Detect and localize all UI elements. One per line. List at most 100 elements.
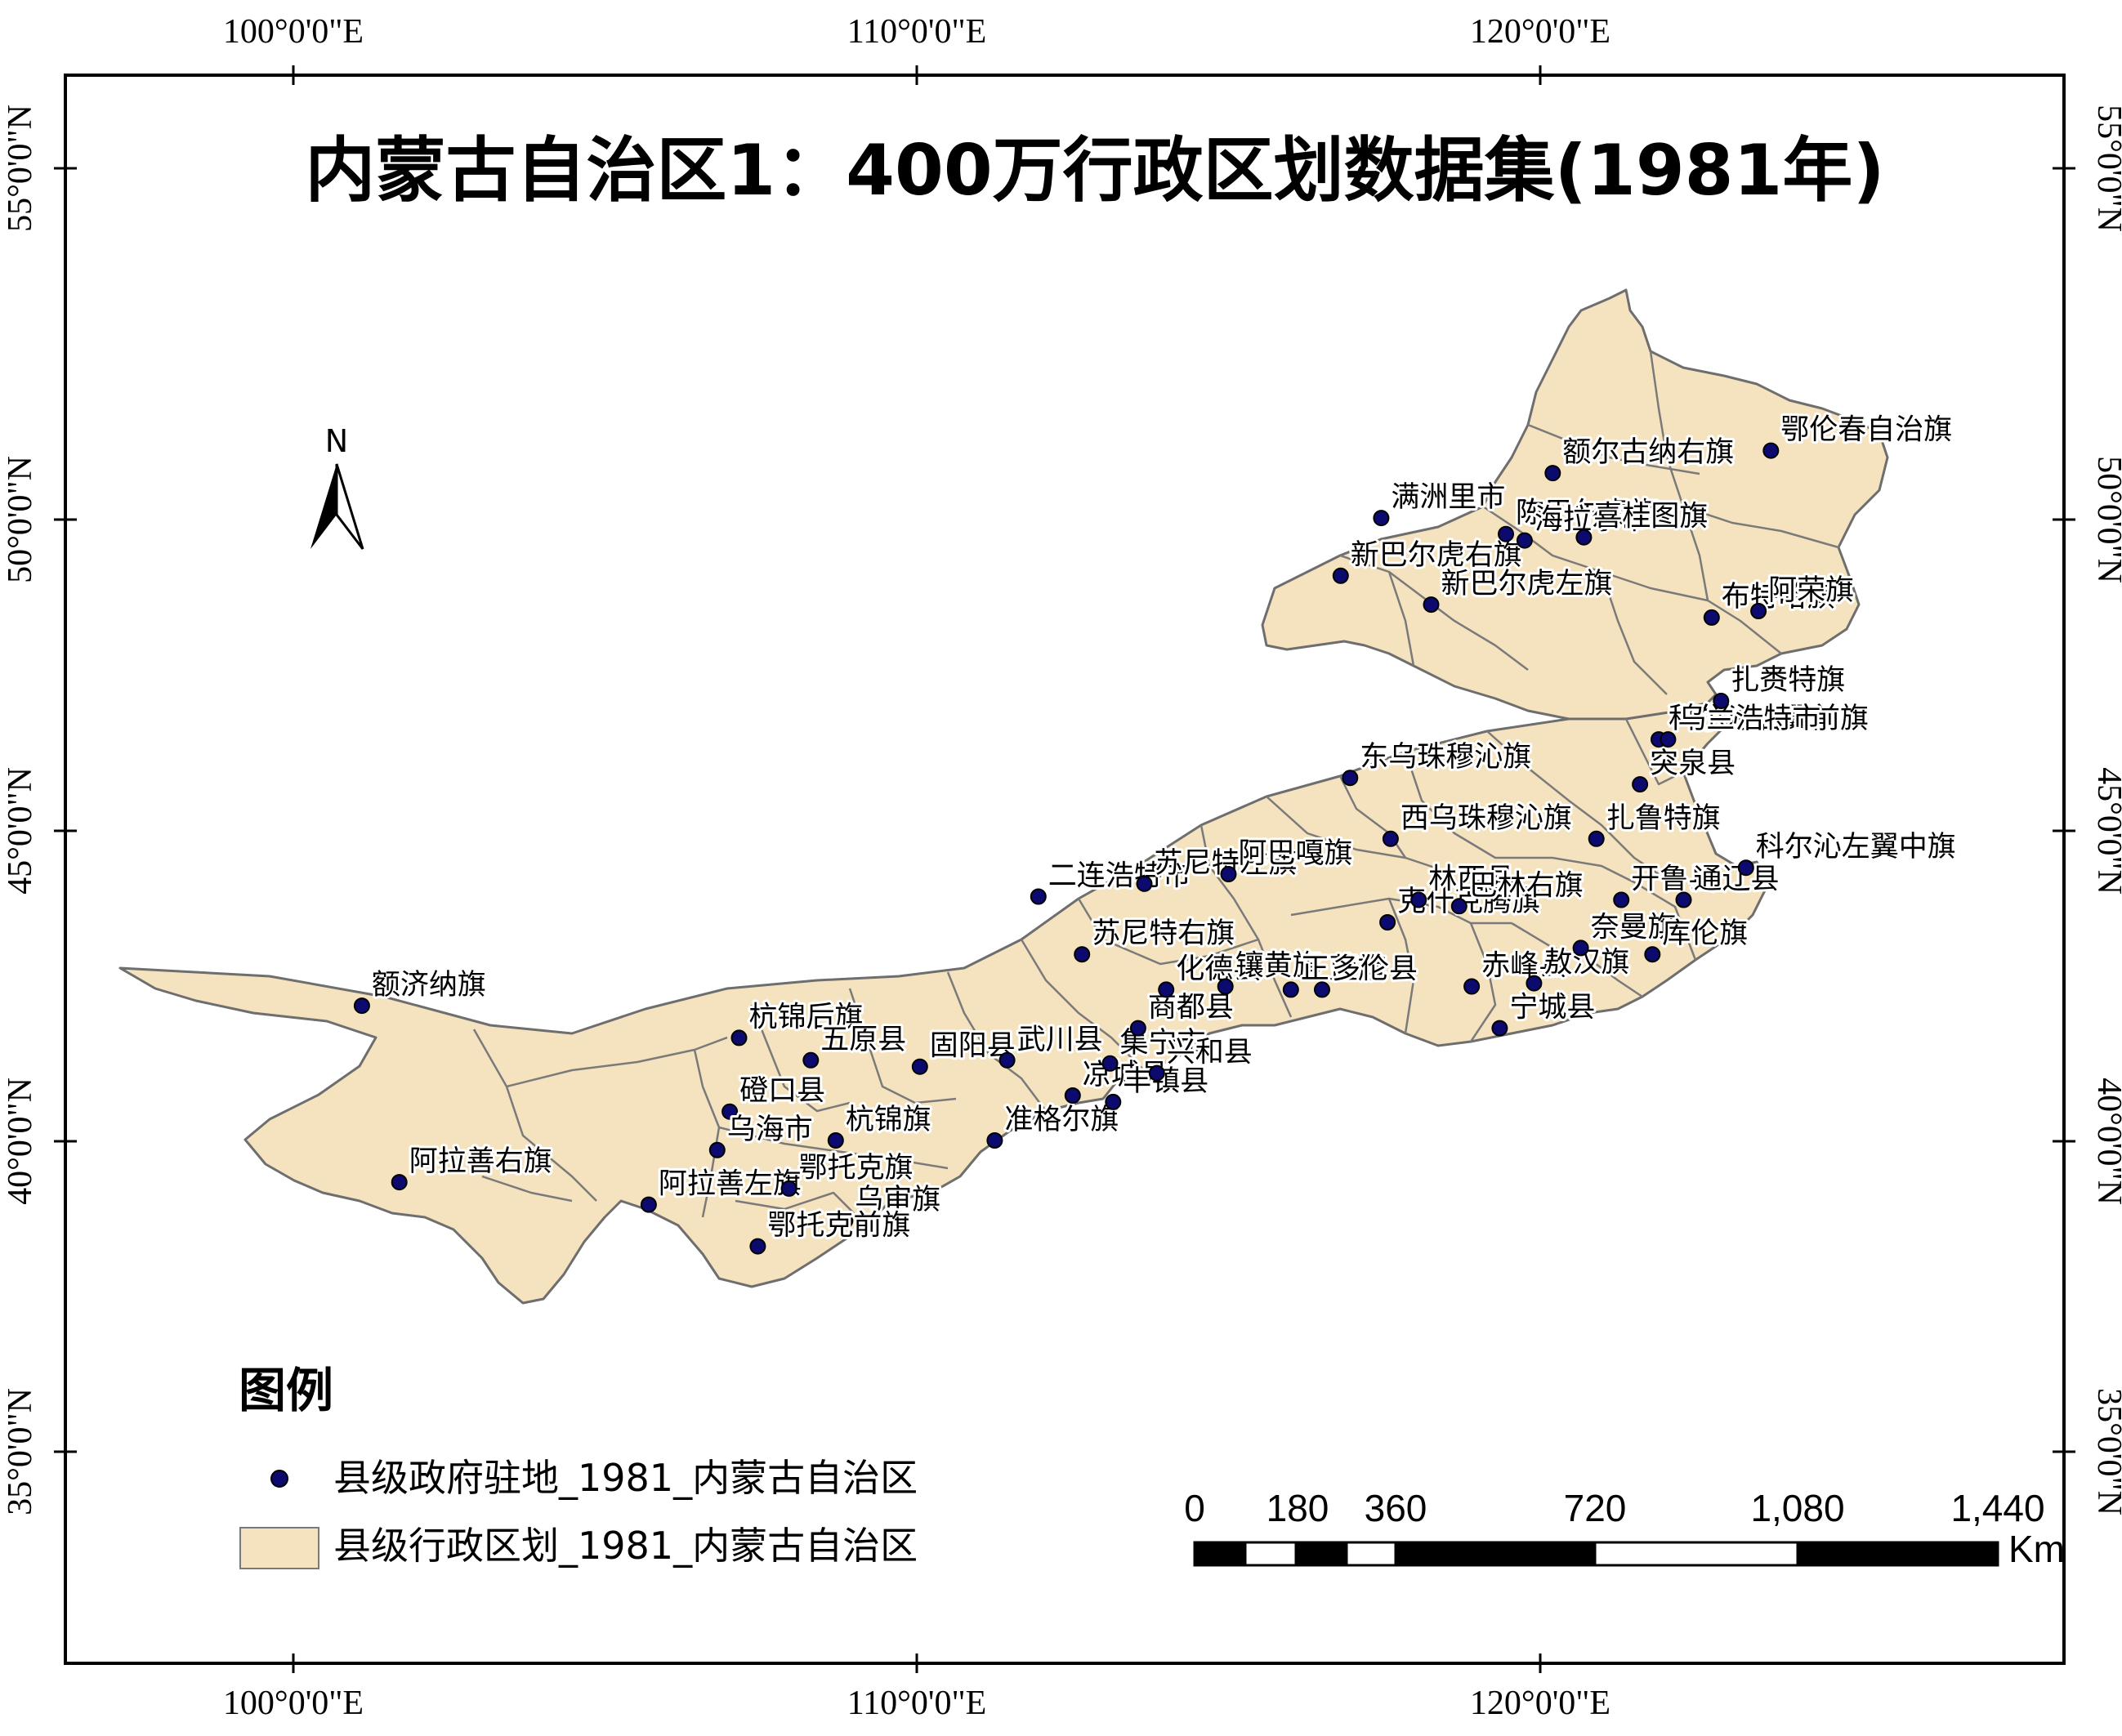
legend-point-label: 县级政府驻地_1981_内蒙古自治区 <box>333 1456 918 1500</box>
county-seat-label: 西乌珠穆沁旗 <box>1401 802 1572 835</box>
graticule-ticks <box>54 65 2075 1673</box>
legend-polygon-label: 县级行政区划_1981_内蒙古自治区 <box>333 1524 918 1568</box>
county-seat-label: 多伦县 <box>1332 953 1418 985</box>
county-seat-point <box>1332 567 1349 584</box>
county-seat-point <box>353 997 370 1015</box>
county-seat-point <box>1148 1064 1165 1082</box>
county-seat-point <box>1613 891 1630 908</box>
county-seat-point <box>780 1180 797 1197</box>
scale-seg-7 <box>1796 1541 1999 1567</box>
north-arrow: N <box>310 423 364 550</box>
county-seat-point <box>1220 866 1237 882</box>
legend-title: 图例 <box>239 1363 333 1418</box>
county-seat-point <box>749 1238 766 1255</box>
lat-label-right-55: 55°0'0"N <box>2090 105 2122 232</box>
lon-label-top-100: 100°0'0"E <box>223 13 364 51</box>
county-seat-label: 苏尼特右旗 <box>1092 917 1235 950</box>
county-seat-label: 武川县 <box>1017 1024 1103 1056</box>
county-seat-point <box>911 1058 928 1075</box>
legend: 图例 县级政府驻地_1981_内蒙古自治区 县级行政区划_1981_内蒙古自治区 <box>239 1363 918 1569</box>
scale-seg-5 <box>1394 1541 1597 1567</box>
county-seat-label: 扎鲁特旗 <box>1606 802 1721 835</box>
county-seat-point <box>1030 888 1047 905</box>
county-seat-point <box>1064 1087 1081 1104</box>
county-seat-point <box>1450 898 1468 915</box>
county-seat-label: 正蓝旗 <box>1301 953 1387 985</box>
county-seat-point <box>837 1212 854 1229</box>
county-seat-label: 奈曼旗 <box>1591 911 1677 944</box>
county-seat-label: 化德县 <box>1176 953 1262 985</box>
scale-bar: 0 180 360 720 1,080 1,440 Km <box>1184 1487 2065 1570</box>
border-1 <box>472 1029 597 1202</box>
lat-label-left-40: 40°0'0"N <box>2 1078 39 1205</box>
county-seat-label: 杭锦后旗 <box>749 1001 864 1033</box>
county-seat-point <box>1463 978 1481 995</box>
county-seat-point <box>721 1103 739 1120</box>
county-seat-label: 杭锦旗 <box>846 1104 931 1136</box>
county-seat-point <box>1410 891 1427 908</box>
county-seat-label: 突泉县 <box>1650 748 1736 780</box>
border-2 <box>506 1036 728 1088</box>
county-seat-point <box>1575 529 1593 546</box>
lat-label-left-35: 35°0'0"N <box>2 1388 39 1515</box>
county-seat-point <box>1382 830 1399 847</box>
scale-seg-6 <box>1593 1541 1799 1567</box>
border-28 <box>1682 505 1839 549</box>
county-seat-point <box>1158 981 1175 998</box>
scale-seg-3 <box>1294 1541 1348 1567</box>
county-seat-label: 科尔沁右翼前旗 <box>1669 703 1869 735</box>
border-12 <box>1266 796 1455 876</box>
scale-tick-360: 360 <box>1365 1487 1427 1529</box>
border-19 <box>1486 730 1660 876</box>
county-seat-label: 扎赉特旗 <box>1731 664 1845 697</box>
north-arrow-right-half <box>335 463 364 550</box>
county-seat-label: 丰镇县 <box>1123 1065 1208 1098</box>
county-seat-point <box>391 1174 408 1191</box>
county-seat-point <box>1282 981 1299 998</box>
county-seat-point <box>1632 776 1649 793</box>
scale-seg-2 <box>1244 1541 1298 1567</box>
border-11 <box>1199 824 1293 1018</box>
border-9 <box>1020 939 1145 1071</box>
county-seat-label: 喜桂图旗 <box>1593 501 1708 533</box>
lat-label-right-50: 50°0'0"N <box>2090 456 2122 583</box>
border-13 <box>1338 775 1407 859</box>
lat-label-right-45: 45°0'0"N <box>2090 767 2122 895</box>
county-seat-point <box>1644 946 1661 963</box>
county-seat-point <box>730 1029 748 1047</box>
county-seat-label: 巴林右旗 <box>1469 869 1584 902</box>
border-27 <box>1707 599 1782 654</box>
county-seat-label: 海拉尔市 <box>1535 504 1649 537</box>
county-seat-label: 东乌珠穆沁旗 <box>1360 741 1531 774</box>
border-16 <box>1469 922 1497 1042</box>
county-seat-label: 阿巴嘎旗 <box>1239 837 1353 870</box>
border-10 <box>1077 898 1259 966</box>
county-seat-label: 额济纳旗 <box>372 969 486 1002</box>
county-seat-point <box>1660 731 1677 748</box>
border-23 <box>1387 571 1415 667</box>
county-seat-label: 布特哈旗 <box>1722 581 1836 614</box>
county-seat-label: 乌兰浩特市 <box>1677 703 1820 735</box>
county-seat-label: 阿拉善左旗 <box>659 1168 802 1201</box>
county-seat-label: 额尔古纳右旗 <box>1562 436 1734 469</box>
border-25 <box>1527 423 1700 475</box>
county-seat-point <box>1074 946 1091 963</box>
county-seat-point <box>1217 978 1234 995</box>
county-seat-point <box>1516 532 1533 549</box>
county-seat-point <box>986 1132 1003 1149</box>
county-seat-point <box>1129 1020 1146 1037</box>
border-30 <box>481 1175 573 1203</box>
border-5 <box>750 1004 851 1113</box>
lon-label-bottom-120: 120°0'0"E <box>1470 1685 1610 1722</box>
county-seat-label: 商都县 <box>1148 992 1234 1024</box>
lon-label-top-110: 110°0'0"E <box>847 13 987 51</box>
map-title: 内蒙古自治区1：400万行政区划数据集(1981年) <box>305 130 1884 212</box>
county-seat-label: 库伦旗 <box>1662 917 1748 950</box>
county-seat-label: 开鲁县 <box>1631 864 1717 896</box>
scale-tick-180: 180 <box>1266 1487 1329 1529</box>
lon-label-bottom-110: 110°0'0"E <box>847 1685 987 1722</box>
lat-label-left-55: 55°0'0"N <box>2 105 39 232</box>
lat-label-right-35: 35°0'0"N <box>2090 1388 2122 1515</box>
